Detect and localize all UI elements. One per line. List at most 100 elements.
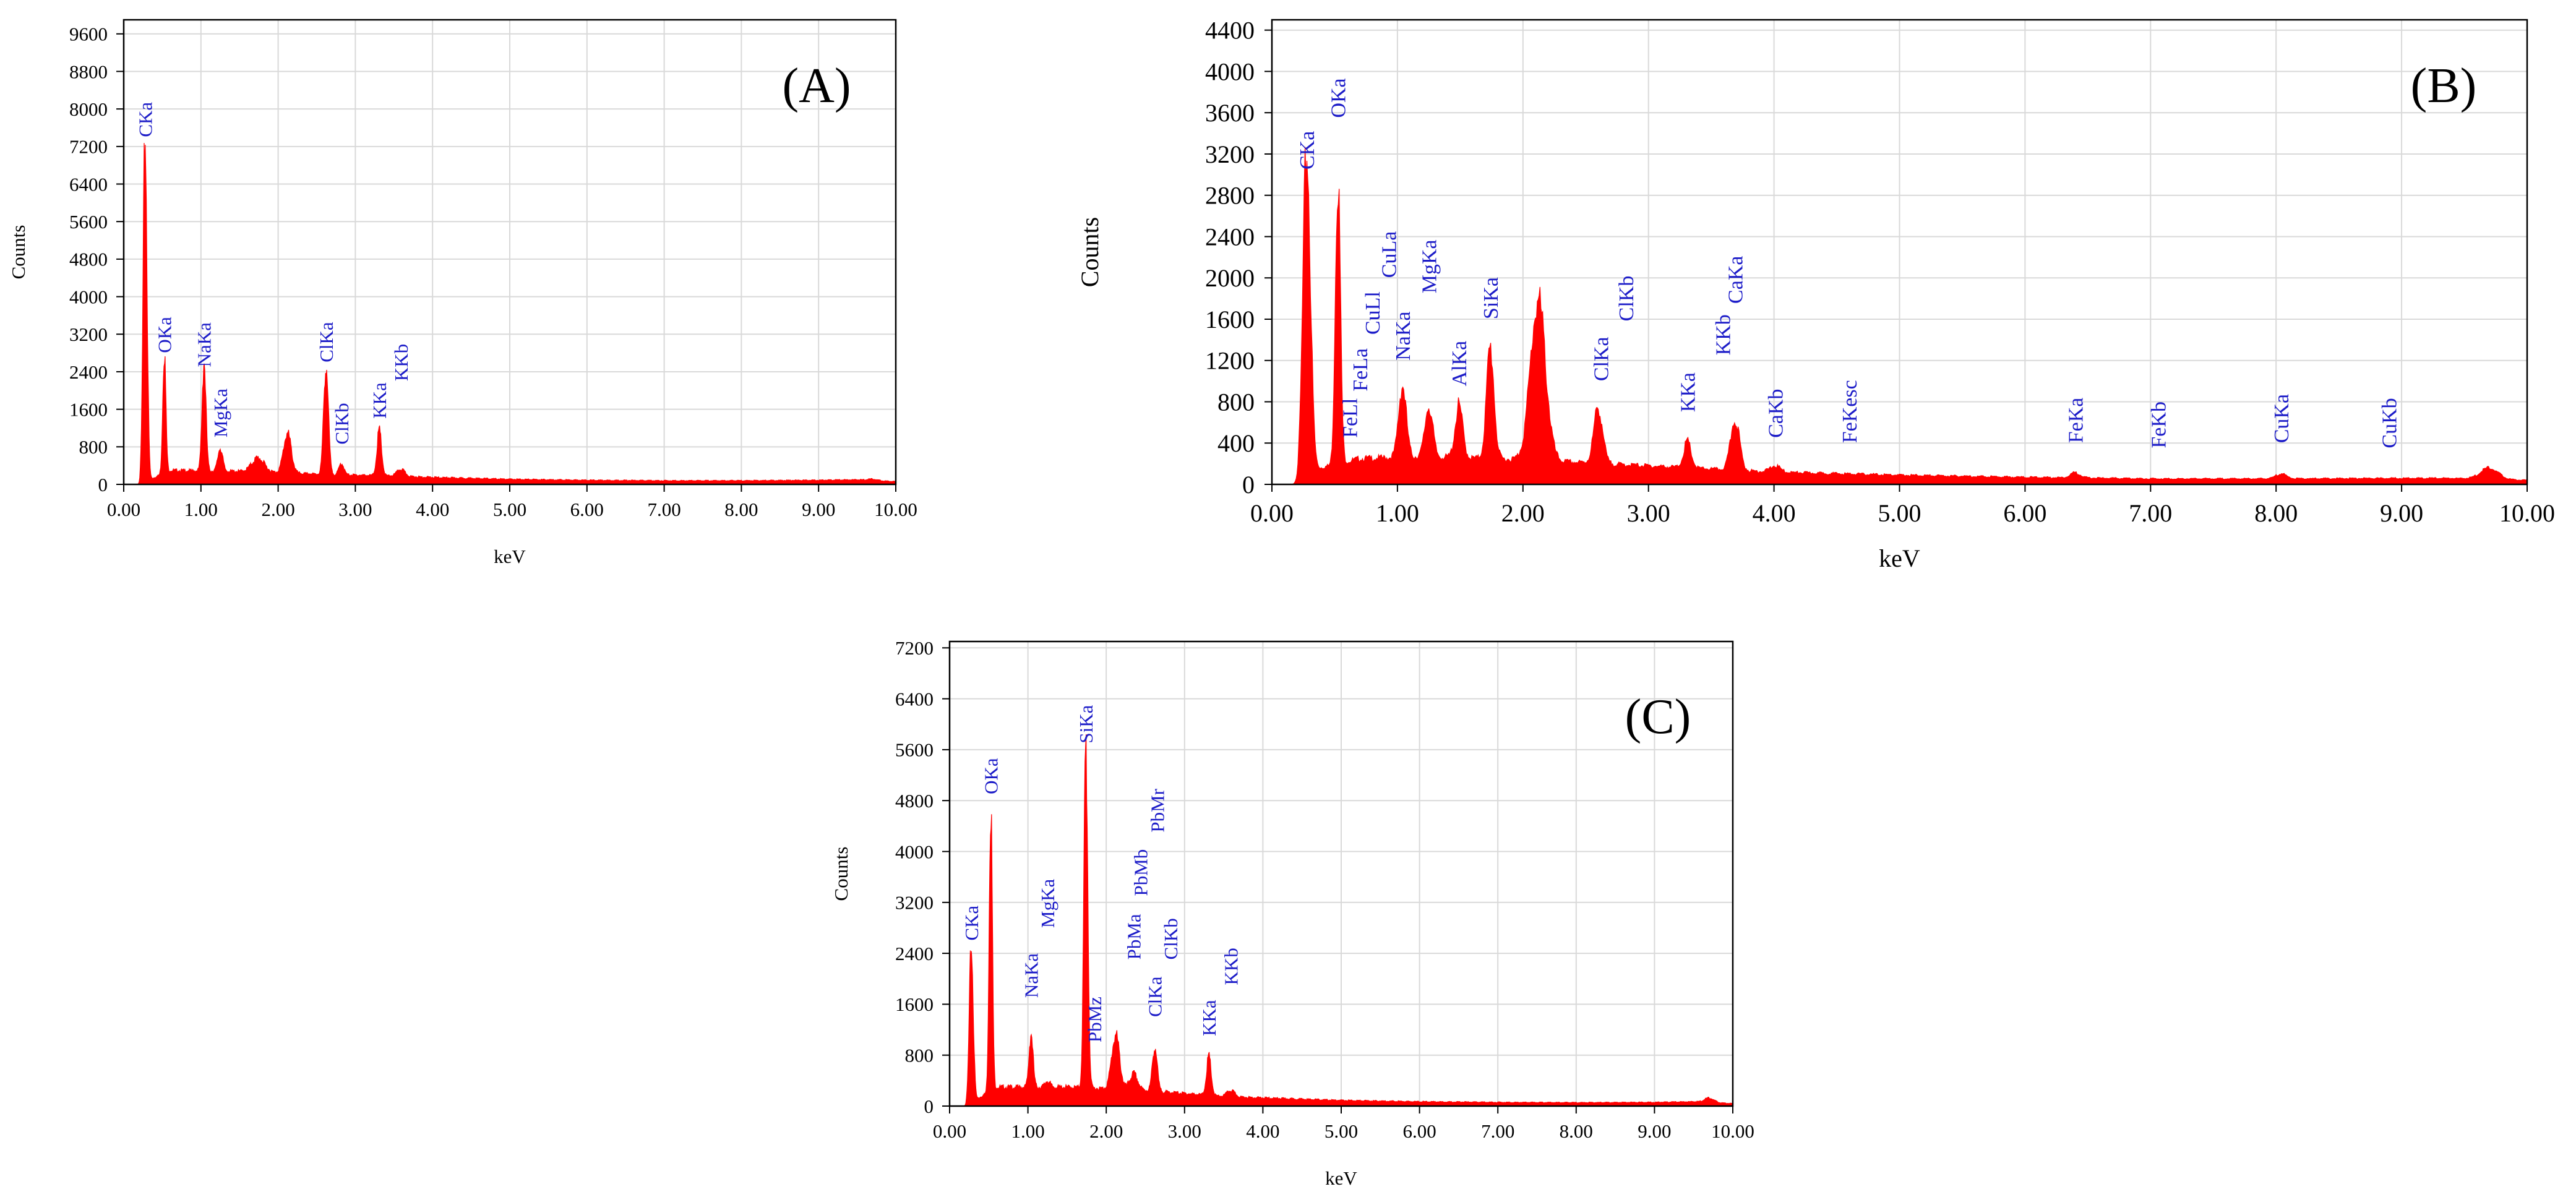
y-tick-label: 0 <box>1242 471 1255 499</box>
x-tick-label: 1.00 <box>1376 499 1419 527</box>
y-axis-label: Counts <box>830 847 852 901</box>
peak-label: ClKa <box>1590 337 1613 381</box>
y-tick-label: 4000 <box>895 841 934 862</box>
y-tick-label: 2800 <box>1205 182 1255 210</box>
peak-label: ClKb <box>1160 918 1182 959</box>
x-tick-label: 0.00 <box>933 1120 966 1142</box>
y-tick-label: 5600 <box>69 211 108 233</box>
y-tick-label: 8800 <box>69 61 108 82</box>
x-tick-label: 6.00 <box>1402 1120 1436 1142</box>
peak-label: KKb <box>390 344 412 381</box>
peak-label: MgKa <box>1037 878 1058 927</box>
x-tick-label: 3.00 <box>1168 1120 1201 1142</box>
peak-label: CuKa <box>2270 394 2293 443</box>
x-axis-label: keV <box>1879 544 1920 572</box>
peak-label: CaKa <box>1725 256 1748 304</box>
y-tick-label: 1600 <box>895 993 934 1015</box>
x-tick-label: 2.00 <box>1501 499 1545 527</box>
x-tick-label: 0.00 <box>1250 499 1294 527</box>
x-tick-label: 2.00 <box>261 499 294 520</box>
peak-label: CuLa <box>1378 231 1401 278</box>
y-axis-label: Counts <box>7 225 29 280</box>
x-axis-label: keV <box>494 546 526 567</box>
y-tick-label: 1600 <box>1205 306 1255 333</box>
peak-label: CuKb <box>2379 398 2402 448</box>
peak-label: NaKa <box>194 322 215 367</box>
spectrum-series <box>1272 147 2528 485</box>
peak-label: PbMa <box>1123 914 1144 959</box>
spectrum-series <box>950 734 1733 1107</box>
peak-label: CKa <box>134 102 156 137</box>
y-tick-label: 7200 <box>895 637 934 659</box>
peak-label: ClKb <box>1615 276 1638 322</box>
peak-label: SiKa <box>1480 277 1503 319</box>
x-tick-label: 7.00 <box>2129 499 2172 527</box>
y-tick-label: 3600 <box>1205 99 1255 127</box>
peak-label: AlKa <box>1448 341 1471 387</box>
peak-label: PbMr <box>1146 788 1168 832</box>
x-tick-label: 5.00 <box>1324 1120 1358 1142</box>
y-tick-label: 4800 <box>69 249 108 270</box>
y-tick-label: 4400 <box>1205 17 1255 45</box>
y-tick-label: 3200 <box>895 892 934 914</box>
y-tick-label: 4000 <box>69 286 108 307</box>
x-tick-label: 3.00 <box>1627 499 1670 527</box>
x-tick-label: 4.00 <box>1246 1120 1279 1142</box>
peak-label: KKb <box>1712 314 1735 355</box>
peak-label: MgKa <box>1419 239 1441 293</box>
x-axis-label: keV <box>1325 1167 1357 1189</box>
x-tick-label: 4.00 <box>1753 499 1796 527</box>
x-tick-label: 9.00 <box>1638 1120 1671 1142</box>
y-tick-label: 800 <box>1217 388 1255 416</box>
peak-label: FeLa <box>1349 348 1372 392</box>
x-tick-label: 1.00 <box>1011 1120 1044 1142</box>
y-tick-label: 0 <box>98 474 108 496</box>
y-tick-label: 800 <box>905 1045 934 1066</box>
peak-label: OKa <box>153 317 175 353</box>
peak-label: OKa <box>980 758 1002 794</box>
y-tick-label: 2400 <box>895 943 934 964</box>
x-tick-label: 3.00 <box>338 499 372 520</box>
y-tick-label: 6400 <box>69 173 108 195</box>
y-tick-label: 1200 <box>1205 347 1255 375</box>
y-tick-label: 3200 <box>69 324 108 345</box>
peak-label: FeLl <box>1339 398 1362 438</box>
y-tick-label: 2400 <box>69 361 108 383</box>
peak-label: PbMb <box>1130 849 1152 896</box>
y-tick-label: 1600 <box>69 398 108 420</box>
x-tick-label: 4.00 <box>416 499 449 520</box>
x-tick-label: 10.00 <box>2499 499 2555 527</box>
y-tick-label: 4800 <box>895 790 934 812</box>
peak-label: CKa <box>961 905 982 940</box>
peak-label: NaKa <box>1021 953 1042 998</box>
x-tick-label: 8.00 <box>2254 499 2298 527</box>
spectrum-chart-a: 0.00 1.00 2.00 3.00 4.00 5.00 6.00 7.00 8.00 9.00… <box>7 19 917 567</box>
peak-label: ClKa <box>1144 976 1166 1017</box>
y-tick-label: 400 <box>1217 429 1255 457</box>
peak-label: PbMz <box>1084 997 1106 1042</box>
peak-label: NaKa <box>1392 311 1415 360</box>
peak-label: CuLl <box>1362 291 1385 335</box>
peak-label: KKa <box>1677 372 1699 412</box>
x-tick-label: 10.00 <box>874 499 917 520</box>
x-tick-label: 7.00 <box>647 499 680 520</box>
peak-label: OKa <box>1327 78 1350 118</box>
y-tick-label: 8000 <box>69 98 108 120</box>
y-tick-label: 4000 <box>1205 58 1255 85</box>
y-axis-label: Counts <box>1076 217 1104 287</box>
spectrum-chart-c: 0.00 1.00 2.00 3.00 4.00 5.00 6.00 7.00 8.00 9.00… <box>830 637 1754 1189</box>
x-tick-label: 9.00 <box>802 499 835 520</box>
peak-label: KKa <box>369 382 390 419</box>
x-tick-label: 2.00 <box>1089 1120 1123 1142</box>
y-tick-label: 9600 <box>69 24 108 45</box>
x-tick-label: 5.00 <box>493 499 526 520</box>
panel-title: (B) <box>2411 59 2477 113</box>
peak-label: FeKesc <box>1839 380 1861 443</box>
panel-title: (A) <box>782 59 851 113</box>
peak-label: FeKb <box>2147 401 2170 448</box>
peak-label: KKb <box>1220 948 1242 985</box>
panel-title: (C) <box>1625 690 1691 744</box>
x-tick-label: 8.00 <box>724 499 758 520</box>
y-tick-label: 6400 <box>895 688 934 710</box>
